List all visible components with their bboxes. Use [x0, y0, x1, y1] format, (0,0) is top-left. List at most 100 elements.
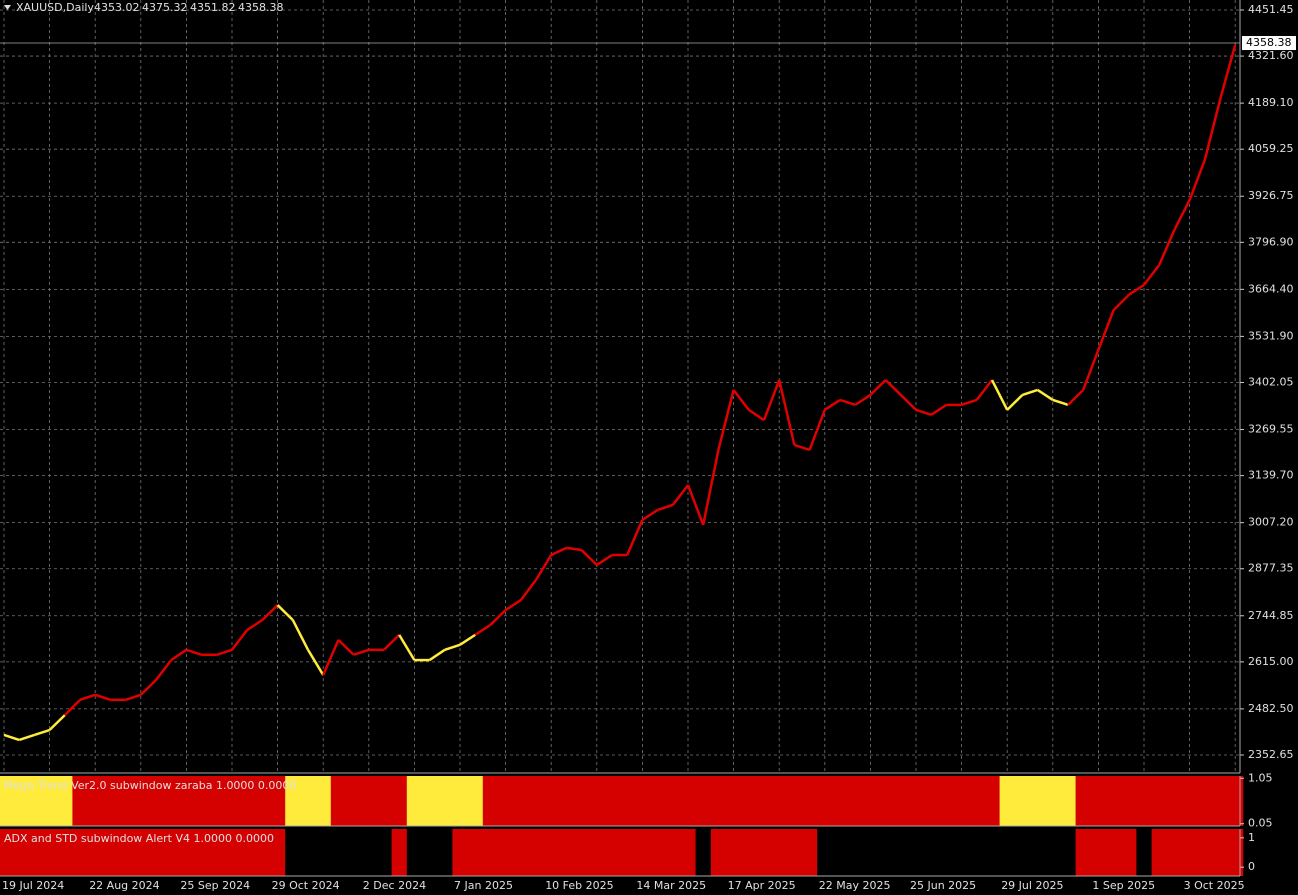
subwindow-title: ADX and STD subwindow Alert V4 1.0000 0.… [4, 832, 274, 845]
state-bar [604, 829, 621, 876]
state-bar [786, 829, 803, 876]
state-bar [72, 776, 89, 826]
price-line [762, 379, 781, 421]
state-bar [832, 776, 849, 826]
state-bar [178, 776, 195, 826]
x-tick-label: 29 Jul 2025 [1001, 879, 1063, 892]
price-line [261, 604, 279, 621]
state-bar [832, 829, 849, 876]
price-line [155, 659, 173, 681]
state-bar [422, 829, 438, 876]
price-line [701, 449, 720, 526]
y-tick-label: 3531.90 [1248, 329, 1294, 342]
state-bar [224, 829, 241, 876]
price-line [398, 634, 416, 661]
state-bar [87, 776, 104, 826]
price-line [1128, 283, 1145, 296]
state-bar [650, 776, 666, 826]
price-line [534, 554, 553, 581]
state-bar [513, 829, 529, 876]
ohlc-value: 4358.38 [238, 1, 284, 14]
title-arrow [4, 5, 11, 10]
price-line [550, 546, 567, 557]
state-bar [574, 776, 590, 826]
state-bar [528, 829, 545, 876]
state-bar [908, 776, 925, 826]
x-tick-label: 7 Jan 2025 [454, 879, 513, 892]
state-bar [270, 776, 286, 826]
state-bar [1166, 776, 1183, 826]
price-line [626, 519, 644, 556]
state-bar [938, 776, 955, 826]
state-bar [482, 829, 499, 876]
state-bar [665, 776, 681, 826]
state-bar [969, 776, 985, 826]
chart-title: XAUUSD,Daily [16, 1, 94, 14]
price-line [216, 648, 233, 656]
price-line [641, 508, 659, 521]
state-bar [665, 829, 681, 876]
y-tick-label: 3926.75 [1248, 189, 1294, 202]
state-bar [999, 829, 1016, 876]
state-bar [300, 776, 317, 826]
state-bar [26, 776, 43, 826]
state-bar [102, 776, 119, 826]
state-bar [862, 829, 879, 876]
state-bar [604, 776, 621, 826]
state-bar [437, 829, 453, 876]
state-bar [802, 829, 818, 876]
x-tick-label: 10 Feb 2025 [545, 879, 613, 892]
state-bar [133, 829, 149, 876]
price-line [276, 604, 294, 621]
state-bar [1166, 829, 1183, 876]
state-bar [452, 829, 469, 876]
state-bar [498, 776, 514, 826]
state-bar [361, 829, 377, 876]
state-bar [1075, 829, 1092, 876]
state-bar [1090, 776, 1107, 826]
state-bar [680, 829, 697, 876]
price-line [566, 546, 582, 552]
state-bar [1136, 776, 1153, 826]
x-tick-label: 1 Sep 2025 [1092, 879, 1155, 892]
state-bar [315, 829, 332, 876]
state-bar [422, 776, 438, 826]
y-tick-label: 2352.65 [1248, 748, 1294, 761]
state-bar [726, 776, 742, 826]
price-line [884, 379, 902, 396]
state-bar [543, 776, 560, 826]
state-bar [1182, 829, 1198, 876]
state-bar [330, 776, 347, 826]
state-bar [1090, 829, 1107, 876]
price-line [18, 733, 35, 742]
state-bar [482, 776, 499, 826]
price-line [1218, 44, 1237, 101]
price-line [489, 609, 507, 626]
state-bar [634, 829, 651, 876]
state-bar [741, 829, 757, 876]
state-bar [346, 776, 362, 826]
y-tick-label: 3664.40 [1248, 282, 1294, 295]
state-bar [756, 776, 773, 826]
price-line [3, 733, 20, 742]
state-bar [619, 776, 636, 826]
price-line [1203, 99, 1222, 161]
state-bar [11, 776, 28, 826]
state-bar [72, 829, 89, 876]
price-line [748, 408, 765, 422]
price-line [1052, 398, 1069, 407]
price-line [1173, 199, 1191, 231]
subwindow-title: Mega Trend Ver2.0 subwindow zaraba 1.000… [4, 779, 296, 792]
state-bar [999, 776, 1016, 826]
state-bar [984, 829, 1001, 876]
state-bar [710, 776, 727, 826]
x-tick-label: 19 Jul 2024 [2, 879, 64, 892]
price-line [34, 728, 50, 737]
y-tick-label: 2744.85 [1248, 609, 1294, 622]
price-line [1188, 159, 1206, 201]
state-bar [680, 776, 697, 826]
price-line [48, 714, 66, 731]
price-line [975, 379, 993, 401]
y-tick-label: 2615.00 [1248, 655, 1294, 668]
